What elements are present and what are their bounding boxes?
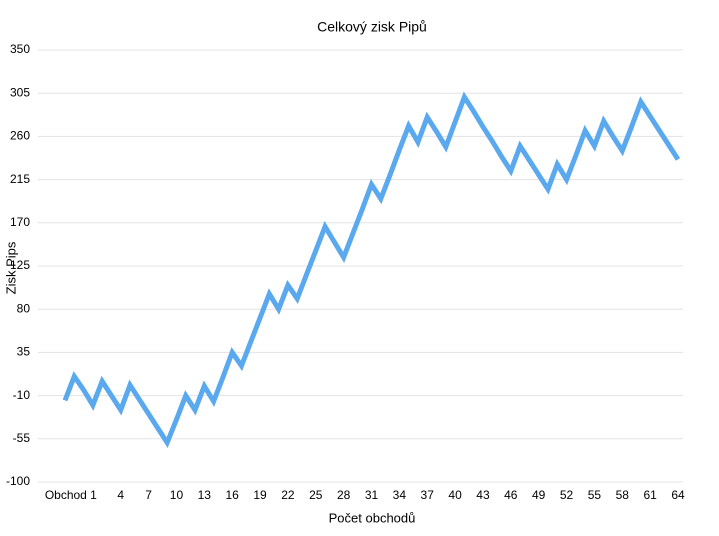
x-tick-label: 37 xyxy=(421,488,435,502)
x-tick-label: 52 xyxy=(560,488,574,502)
x-tick-label: 16 xyxy=(226,488,240,502)
y-tick-label: -10 xyxy=(13,388,31,402)
x-tick-label: 25 xyxy=(309,488,323,502)
x-tick-label: 10 xyxy=(170,488,184,502)
x-tick-label: 34 xyxy=(393,488,407,502)
x-tick-label: 61 xyxy=(643,488,657,502)
x-tick-label: 40 xyxy=(448,488,462,502)
data-line xyxy=(62,91,681,449)
y-tick-label: 215 xyxy=(10,172,30,186)
chart-title: Celkový zisk Pipů xyxy=(317,19,427,35)
y-tick-label: 350 xyxy=(10,42,30,56)
y-tick-label: 170 xyxy=(10,215,30,229)
x-tick-label: Obchod 1 xyxy=(45,488,97,502)
x-tick-label: 22 xyxy=(281,488,295,502)
x-tick-label: 31 xyxy=(365,488,379,502)
x-tick-label: 19 xyxy=(253,488,267,502)
x-tick-label: 4 xyxy=(117,488,124,502)
x-tick-label: 58 xyxy=(616,488,630,502)
y-tick-label: 125 xyxy=(10,258,30,272)
x-tick-label: 13 xyxy=(198,488,212,502)
x-tick-label: 46 xyxy=(504,488,518,502)
x-axis-label: Počet obchodů xyxy=(329,510,416,525)
y-tick-label: 35 xyxy=(17,345,31,359)
y-tick-label: -55 xyxy=(13,431,31,445)
y-tick-label: 305 xyxy=(10,85,30,99)
y-tick-label: 260 xyxy=(10,129,30,143)
y-tick-label: 80 xyxy=(17,301,31,315)
x-tick-label: 28 xyxy=(337,488,351,502)
y-tick-label: -100 xyxy=(6,474,30,488)
x-tick-label: 7 xyxy=(145,488,152,502)
x-tick-label: 43 xyxy=(476,488,490,502)
x-tick-label: 49 xyxy=(532,488,546,502)
x-tick-label: 64 xyxy=(671,488,685,502)
y-axis-label: Zisk Pips xyxy=(3,241,18,294)
x-tick-label: 55 xyxy=(588,488,602,502)
